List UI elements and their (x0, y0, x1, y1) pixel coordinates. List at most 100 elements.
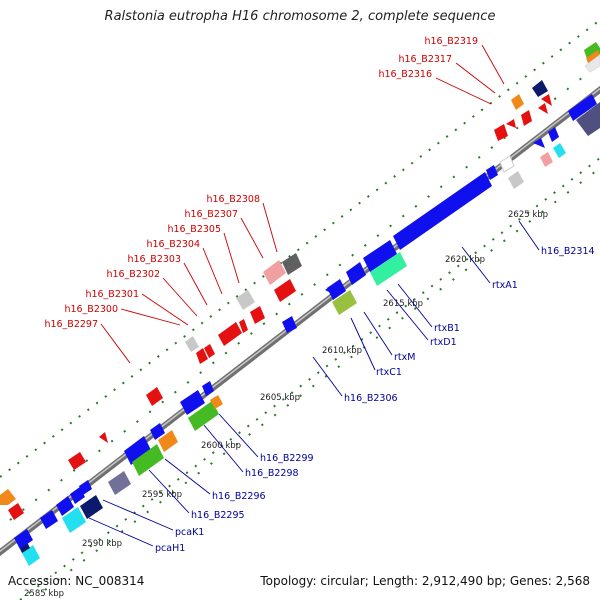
scale-label-2620: 2620 kbp (445, 255, 485, 265)
scale-label-2610: 2610 kbp (322, 346, 362, 356)
gene-red (538, 103, 548, 114)
gene-red (494, 124, 508, 141)
bottom-label-leaders (88, 220, 540, 547)
gene-slate (576, 102, 600, 136)
gene-pink (540, 152, 553, 167)
gene-red (8, 503, 24, 520)
gene-label[interactable]: h16_B2317 (398, 54, 452, 65)
gene-label[interactable]: rtxA1 (492, 280, 518, 291)
gene-red (218, 322, 242, 346)
gene-blue (327, 279, 346, 300)
gene-blue (486, 165, 498, 180)
gene-dark-grey (282, 253, 302, 275)
gene-label[interactable]: h16_B2316 (378, 69, 432, 80)
gene-red (239, 319, 248, 333)
reverse-strand-genes (14, 94, 600, 566)
gene-pink (263, 260, 286, 285)
gene-label[interactable]: h16_B2299 (260, 453, 314, 464)
gene-label[interactable]: h16_B2319 (424, 36, 478, 47)
gene-red (541, 94, 552, 106)
gene-label[interactable]: rtxD1 (430, 337, 457, 348)
gene-blue (363, 240, 397, 272)
gene-blue (346, 262, 366, 285)
gene-green (370, 252, 407, 286)
gene-grey (508, 171, 524, 189)
gene-label[interactable]: h16_B2298 (245, 468, 299, 479)
gene-blue (14, 529, 33, 549)
gene-green (132, 444, 164, 476)
gene-orange (0, 489, 16, 505)
gene-label[interactable]: h16_B2304 (146, 239, 200, 250)
gene-cyan (62, 507, 86, 533)
gene-blue (568, 94, 597, 121)
gene-white (499, 155, 515, 173)
forward-strand-genes (0, 42, 600, 520)
gene-label[interactable]: rtxB1 (434, 323, 460, 334)
gene-blue (533, 138, 545, 148)
gene-navy (80, 495, 103, 519)
gene-label[interactable]: h16_B2295 (191, 510, 245, 521)
gene-navy (532, 80, 548, 97)
gene-red (196, 348, 208, 364)
top-label-leaders (100, 44, 505, 364)
gene-green (188, 401, 219, 431)
minor-tick-marks (9, 63, 600, 591)
gene-olive (332, 290, 357, 315)
gene-blue (282, 316, 297, 333)
bottom-gene-labels: h16_B2314 rtxA1 rtxB1 rtxD1 rtxM rtxC1 h… (155, 246, 595, 554)
scale-label-2605: 2605 kbp (260, 393, 300, 403)
gene-label[interactable]: h16_B2301 (85, 289, 139, 300)
gene-label[interactable]: h16_B2302 (106, 269, 160, 280)
gene-label[interactable]: h16_B2303 (127, 254, 181, 265)
gene-label[interactable]: pcaK1 (175, 527, 204, 538)
gene-blue (79, 480, 92, 495)
gene-orange (158, 430, 178, 452)
scale-label-2595: 2595 kbp (142, 490, 182, 500)
gene-label[interactable]: h16_B2306 (344, 393, 398, 404)
gene-blue (124, 436, 151, 465)
scale-label-2585: 2585 kbp (24, 589, 64, 599)
top-gene-labels: h16_B2319 h16_B2317 h16_B2316 h16_B2308 … (44, 36, 478, 330)
gene-label[interactable]: rtxM (394, 352, 415, 363)
scale-label-2590: 2590 kbp (82, 539, 122, 549)
gene-red (68, 452, 86, 470)
gene-red (521, 110, 532, 126)
gene-red (250, 306, 265, 324)
gene-blue (548, 127, 559, 142)
gene-blue (70, 487, 85, 504)
gene-cyan (22, 545, 40, 566)
kbp-tick-marks (0, 19, 600, 600)
gene-slate (108, 471, 131, 495)
gene-label[interactable]: h16_B2308 (206, 194, 260, 205)
gene-red (506, 119, 516, 128)
gene-grey (185, 336, 199, 352)
gene-blue (40, 510, 58, 529)
accession-label: Accession: NC_008314 (8, 574, 145, 588)
gene-cyan (553, 143, 566, 158)
gene-blue (393, 172, 492, 250)
gene-label[interactable]: h16_B2307 (184, 209, 238, 220)
gene-white (584, 54, 600, 73)
map-title: Ralstonia eutropha H16 chromosome 2, com… (104, 9, 496, 24)
gene-red (274, 279, 296, 302)
gene-orange (511, 94, 524, 110)
gene-label[interactable]: h16_B2314 (541, 246, 595, 257)
scale-label-2615: 2615 kbp (383, 299, 423, 309)
gene-label[interactable]: h16_B2297 (44, 319, 98, 330)
gene-label[interactable]: pcaH1 (155, 543, 185, 554)
gene-label[interactable]: h16_B2300 (64, 304, 118, 315)
gene-grey (236, 290, 255, 310)
gene-label[interactable]: h16_B2296 (212, 491, 266, 502)
gene-label[interactable]: rtxC1 (376, 367, 402, 378)
gene-red (146, 387, 163, 406)
gene-label[interactable]: h16_B2305 (167, 224, 221, 235)
gene-red (99, 432, 108, 443)
gene-blue (56, 496, 74, 516)
gene-blue (180, 390, 205, 415)
gene-orange (210, 395, 223, 409)
gene-red (204, 344, 215, 358)
gene-blue (202, 381, 214, 396)
gene-blue (150, 423, 165, 440)
topology-summary: Topology: circular; Length: 2,912,490 bp… (260, 574, 590, 588)
